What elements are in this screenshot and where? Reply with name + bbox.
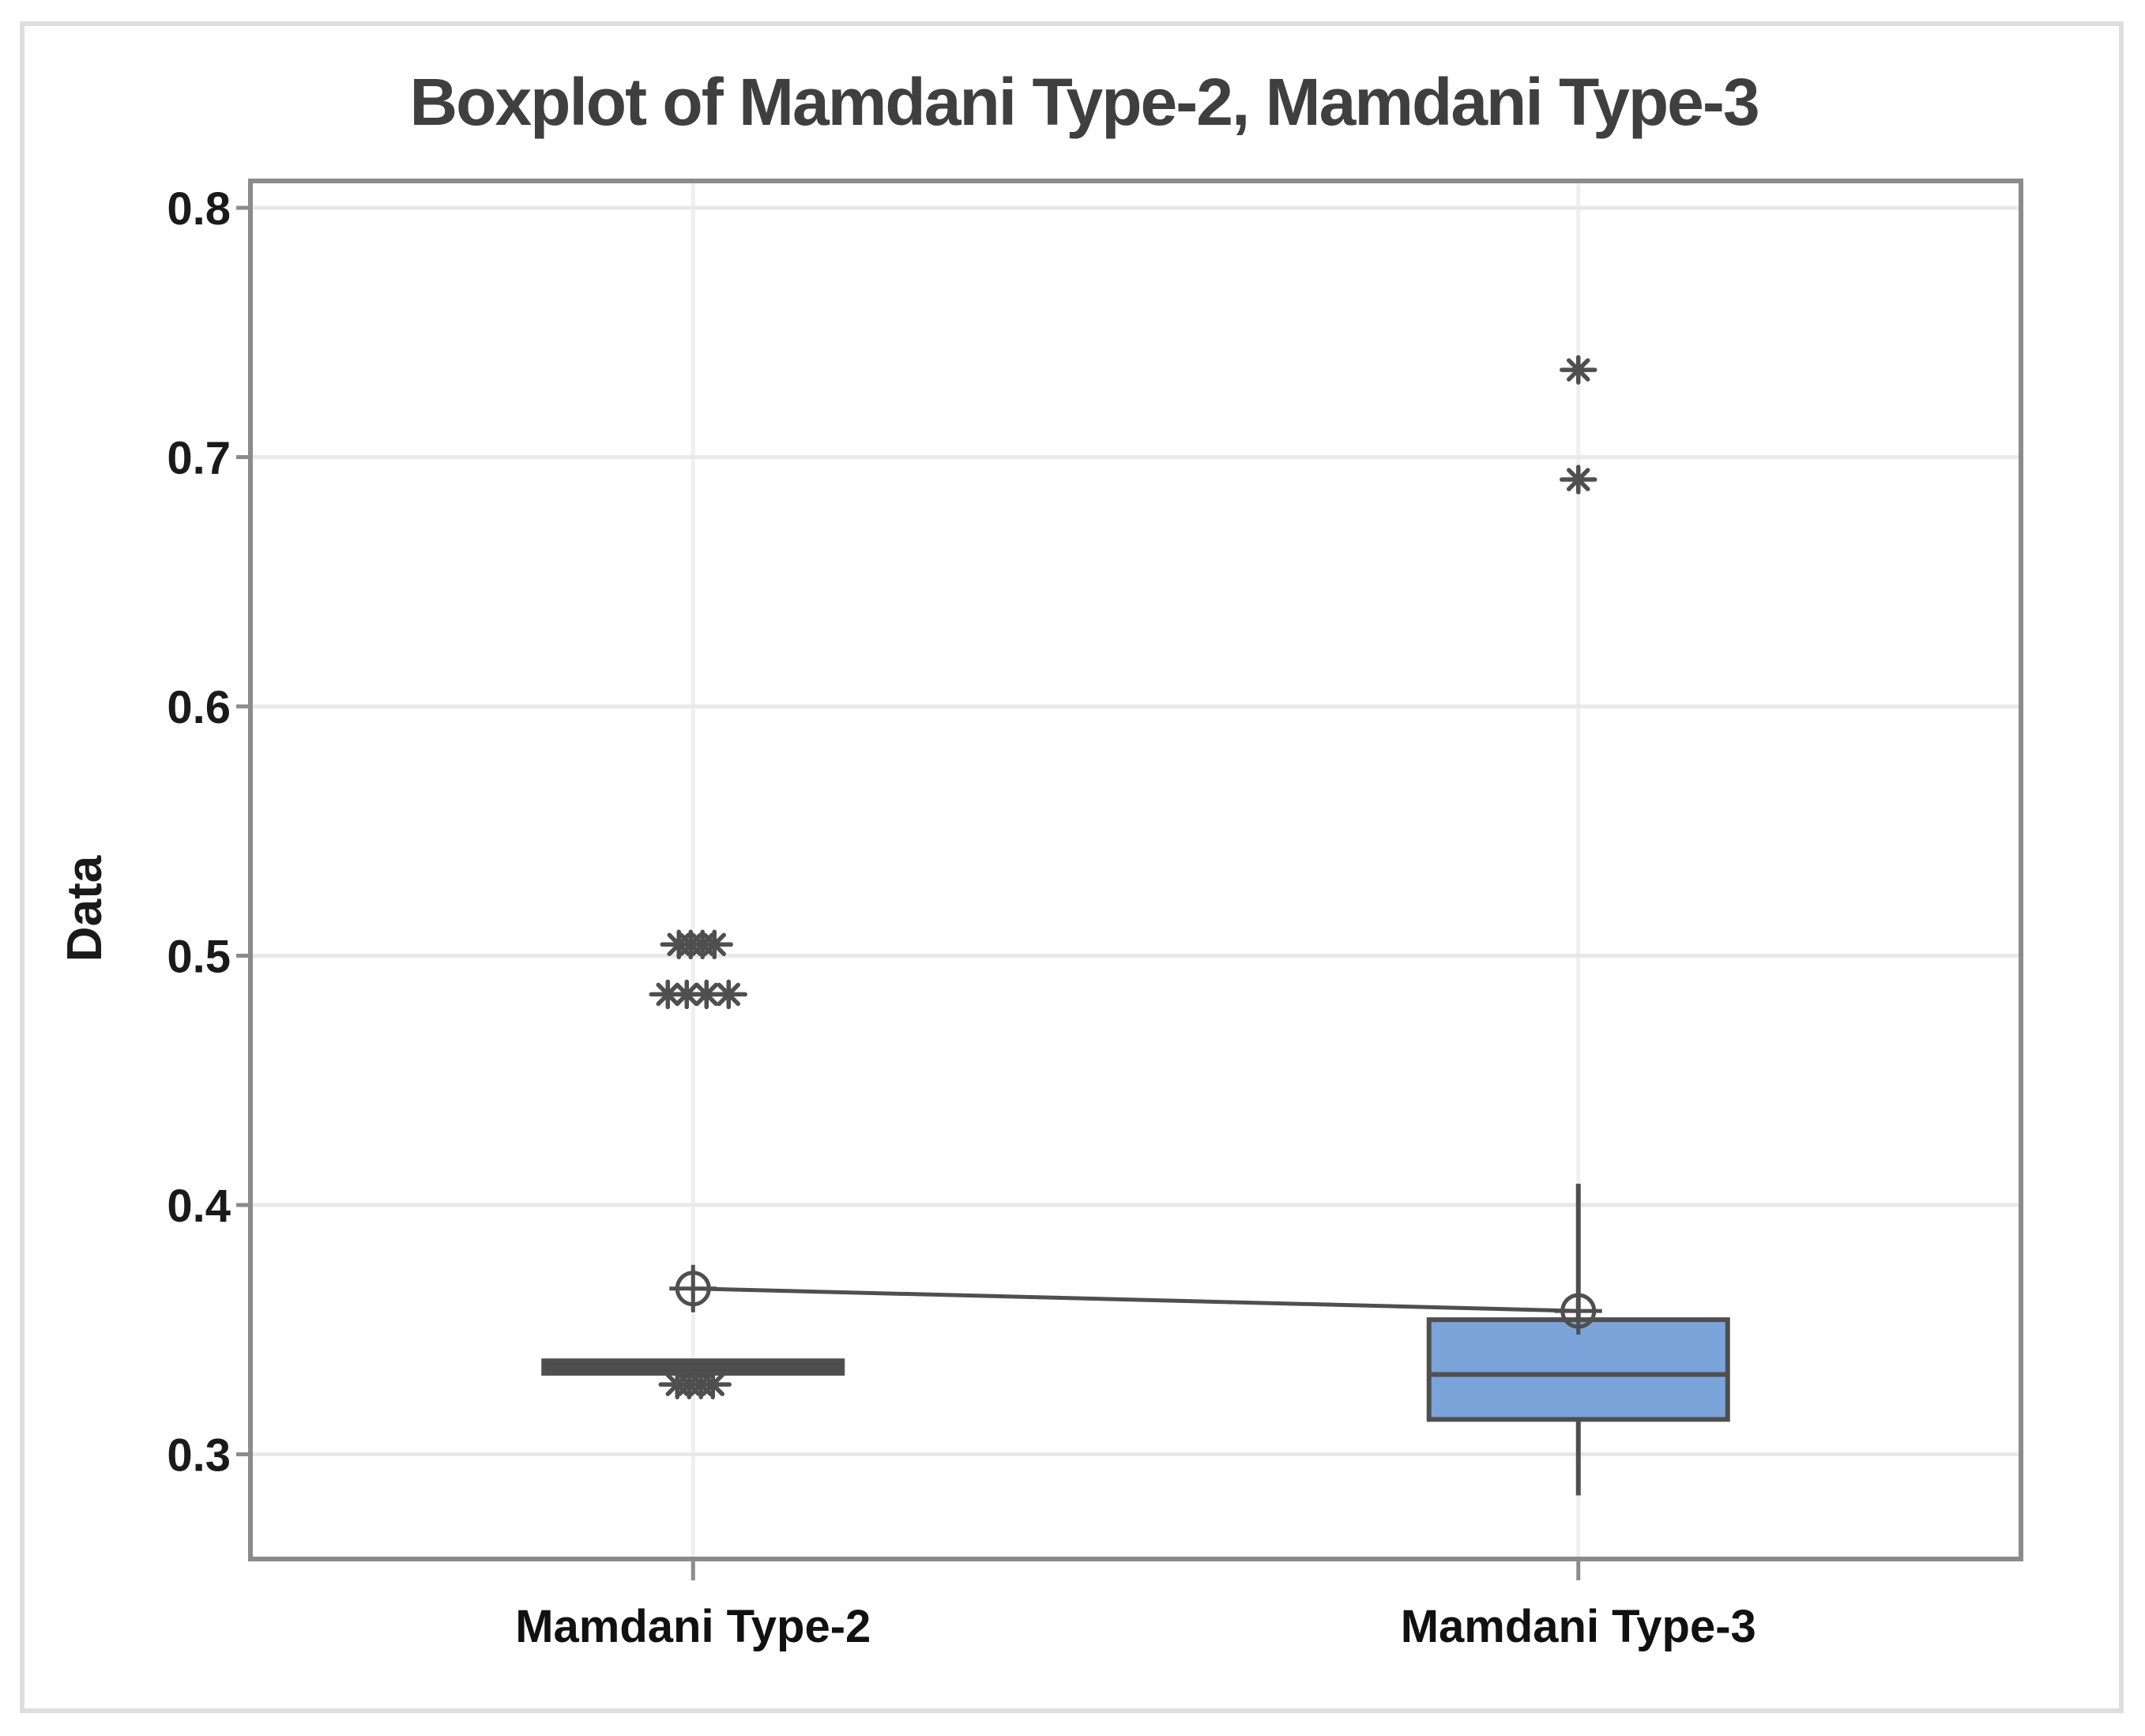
x-category-labels: Mamdani Type-2 Mamdani Type-3	[515, 1601, 1756, 1652]
axis-ticks-layer	[236, 205, 1581, 1580]
mean-symbol-mamdani-type-2	[669, 1264, 717, 1312]
y-tick-label-0.3: 0.3	[167, 1430, 231, 1482]
outlier-asterisk-mamdani-type-2	[709, 979, 747, 1010]
outlier-asterisk-mamdani-type-2	[649, 979, 687, 1010]
y-tick-label-0.4: 0.4	[167, 1181, 231, 1232]
outlier-asterisk-mamdani-type-2	[668, 979, 706, 1010]
x-category-label-mamdani-type-2: Mamdani Type-2	[515, 1601, 871, 1652]
x-category-label-mamdani-type-3: Mamdani Type-3	[1401, 1601, 1756, 1652]
y-axis-label: Data	[58, 855, 112, 962]
y-tick-label-0.8: 0.8	[167, 183, 231, 235]
grid-layer	[250, 181, 2021, 1559]
box-mamdani-type-3	[1426, 1317, 1730, 1422]
outlier-asterisk-mamdani-type-3	[1560, 355, 1597, 385]
outlier-asterisk-mamdani-type-2	[687, 979, 725, 1010]
y-tick-label-0.5: 0.5	[167, 932, 231, 983]
series-mamdani-type-2	[541, 929, 845, 1399]
outlier-asterisk-mamdani-type-3	[1560, 465, 1597, 495]
series-layer	[541, 355, 1730, 1496]
y-tick-label-0.7: 0.7	[167, 433, 231, 484]
chart-title: Boxplot of Mamdani Type-2, Mamdani Type-…	[409, 65, 1758, 139]
mean-connect-line	[693, 1286, 1579, 1313]
plot-border	[248, 179, 2023, 1561]
series-mamdani-type-3	[1426, 355, 1730, 1496]
outlier-asterisk-mamdani-type-2	[694, 1369, 732, 1399]
figure-border	[20, 21, 2124, 1713]
mean-connect-layer	[693, 1286, 1579, 1313]
y-tick-labels: 0.8 0.7 0.6 0.5 0.4 0.3	[167, 183, 231, 1482]
mean-symbol-mamdani-type-3	[1554, 1287, 1602, 1335]
y-tick-label-0.6: 0.6	[167, 682, 231, 733]
outlier-asterisk-mamdani-type-2	[695, 929, 733, 960]
